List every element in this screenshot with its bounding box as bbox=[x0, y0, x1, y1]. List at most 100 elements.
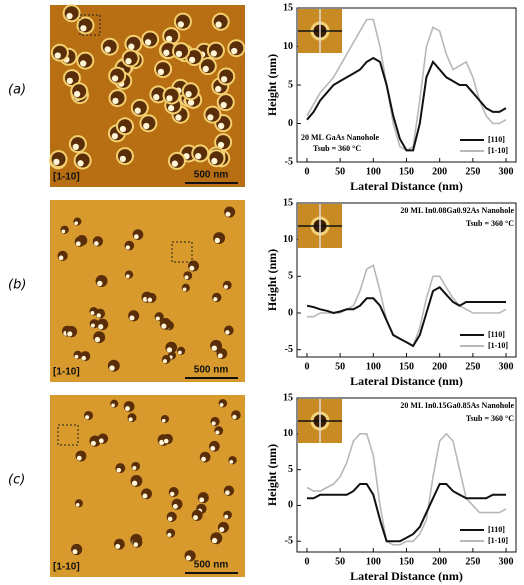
afm-glint bbox=[73, 144, 79, 150]
data-line bbox=[307, 287, 506, 346]
x-axis-label: Lateral Distance (nm) bbox=[350, 374, 463, 388]
afm-glint bbox=[211, 50, 217, 56]
afm-glint bbox=[166, 95, 172, 101]
x-tick-label: 300 bbox=[499, 166, 514, 177]
afm-glint bbox=[85, 415, 89, 419]
y-axis-label: Height (nm) bbox=[265, 54, 279, 116]
y-tick-label: -5 bbox=[285, 344, 293, 355]
x-tick-label: 100 bbox=[366, 361, 381, 372]
legend-label: [110] bbox=[488, 330, 505, 339]
afm-glint bbox=[99, 438, 104, 443]
afm-glint bbox=[186, 556, 191, 561]
panel-label: (b) bbox=[8, 278, 26, 293]
afm-glint bbox=[97, 281, 102, 286]
afm-glint bbox=[225, 490, 230, 495]
data-line bbox=[307, 484, 506, 541]
data-line bbox=[307, 265, 506, 346]
afm-glint bbox=[132, 481, 137, 486]
afm-glint bbox=[224, 515, 228, 519]
afm-glint bbox=[213, 297, 217, 301]
afm-glint bbox=[163, 50, 169, 56]
afm-glint bbox=[161, 324, 166, 329]
afm-glint bbox=[112, 133, 118, 139]
afm-glint bbox=[156, 316, 160, 320]
afm-glint bbox=[231, 48, 237, 54]
afm-glint bbox=[215, 238, 220, 243]
afm-glint bbox=[176, 51, 182, 57]
legend-label: [1-10] bbox=[488, 146, 508, 155]
y-tick-label: 15 bbox=[283, 2, 293, 13]
afm-scale: 500 nm bbox=[194, 560, 229, 571]
figure: (a)[1-10]500 nm(b)[1-10]500 nm(c)[1-10]5… bbox=[0, 0, 524, 585]
afm-glint bbox=[80, 25, 86, 31]
afm-glint bbox=[168, 517, 173, 522]
afm-glint bbox=[218, 353, 223, 358]
afm-direction: [1-10] bbox=[53, 172, 80, 183]
afm-glint bbox=[142, 494, 147, 499]
afm-glint bbox=[168, 105, 174, 111]
x-tick-label: 0 bbox=[304, 556, 309, 567]
afm-glint bbox=[76, 503, 80, 507]
x-tick-label: 0 bbox=[304, 166, 309, 177]
y-tick-label: 10 bbox=[283, 234, 293, 245]
afm-glint bbox=[203, 66, 209, 72]
afm-glint bbox=[193, 515, 198, 520]
y-tick-label: -5 bbox=[285, 536, 293, 547]
x-tick-label: 250 bbox=[465, 556, 480, 567]
x-tick-label: 50 bbox=[335, 166, 345, 177]
y-tick-label: 5 bbox=[288, 79, 293, 90]
afm-glint bbox=[125, 406, 130, 411]
afm-glint bbox=[164, 439, 169, 444]
afm-glint bbox=[167, 347, 172, 352]
afm-glint bbox=[126, 245, 130, 249]
y-tick-label: 10 bbox=[283, 428, 293, 439]
afm-glint bbox=[74, 91, 80, 97]
afm-glint bbox=[163, 359, 167, 363]
panel-label: (a) bbox=[8, 83, 26, 98]
afm-glint bbox=[211, 158, 217, 164]
annotation: 20 ML GaAs Nanohole bbox=[301, 133, 379, 142]
afm-glint bbox=[91, 323, 95, 327]
annotation: Tsub = 360 °C bbox=[466, 414, 514, 423]
afm-glint bbox=[232, 415, 236, 419]
afm-glint bbox=[218, 123, 224, 129]
panel-label: (c) bbox=[8, 473, 25, 488]
y-tick-label: 5 bbox=[288, 464, 293, 475]
afm-glint bbox=[115, 544, 120, 549]
afm-glint bbox=[67, 331, 72, 336]
x-tick-label: 0 bbox=[304, 361, 309, 372]
x-tick-label: 150 bbox=[399, 361, 414, 372]
afm-glint bbox=[66, 13, 72, 19]
x-tick-label: 200 bbox=[432, 361, 447, 372]
afm-glint bbox=[105, 46, 111, 52]
x-tick-label: 50 bbox=[335, 556, 345, 567]
x-tick-label: 100 bbox=[366, 556, 381, 567]
y-tick-label: 0 bbox=[288, 118, 293, 129]
afm-glint bbox=[220, 403, 224, 407]
afm-glint bbox=[229, 460, 233, 464]
y-axis-label: Height (nm) bbox=[265, 444, 279, 506]
y-tick-label: 15 bbox=[283, 197, 293, 208]
afm-glint bbox=[82, 356, 87, 361]
afm-direction: [1-10] bbox=[53, 562, 80, 573]
afm-glint bbox=[126, 274, 130, 278]
afm-glint bbox=[128, 44, 134, 50]
x-tick-label: 300 bbox=[499, 361, 514, 372]
afm-glint bbox=[91, 441, 96, 446]
annotation: Tsub = 360 °C bbox=[313, 144, 361, 153]
afm-glint bbox=[167, 533, 171, 537]
y-tick-label: 5 bbox=[288, 271, 293, 282]
y-tick-label: 0 bbox=[288, 500, 293, 511]
afm-glint bbox=[117, 468, 121, 472]
y-tick-label: 10 bbox=[283, 41, 293, 52]
afm-glint bbox=[212, 538, 217, 543]
x-tick-label: 250 bbox=[465, 166, 480, 177]
afm-glint bbox=[215, 430, 219, 434]
afm-glint bbox=[189, 266, 194, 271]
legend-label: [1-10] bbox=[488, 536, 508, 545]
afm-glint bbox=[199, 497, 204, 502]
afm-glint bbox=[77, 456, 82, 461]
afm-glint bbox=[129, 316, 134, 321]
afm-glint bbox=[59, 256, 64, 261]
x-tick-label: 250 bbox=[465, 361, 480, 372]
